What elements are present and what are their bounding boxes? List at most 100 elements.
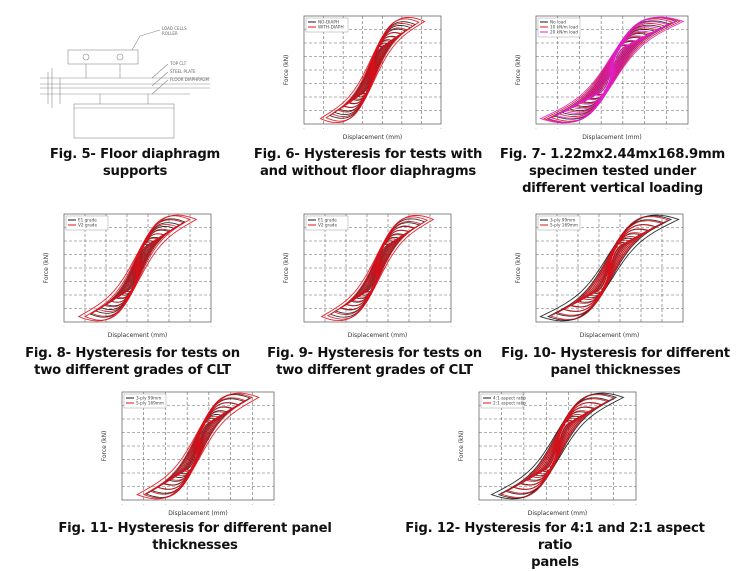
legend-entry: 5-ply 169mm bbox=[136, 401, 164, 406]
fig11-caption: Fig. 11- Hysteresis for different panel … bbox=[50, 520, 340, 554]
x-tick-label: · bbox=[324, 325, 325, 330]
x-axis-label: Displacement (mm) bbox=[108, 332, 168, 339]
legend-entry: 3-ply 99mm bbox=[136, 396, 161, 401]
legend-entry: 4:1 aspect ratio bbox=[493, 396, 526, 401]
legend-entry: 2:1 aspect ratio bbox=[493, 401, 526, 406]
x-tick-label: · bbox=[165, 503, 166, 508]
legend-box bbox=[65, 215, 109, 231]
x-tick-label: · bbox=[429, 325, 430, 330]
legend-box bbox=[123, 393, 167, 409]
x-tick-label: · bbox=[168, 325, 169, 330]
fig6-hysteresis-plot: · · · · · · · ·Displacement (mm)Force (kN)NO-DI… bbox=[283, 15, 442, 141]
caption-line: Fig. 12- Hysteresis for 4:1 and 2:1 aspe… bbox=[405, 521, 705, 553]
x-tick-label: · bbox=[323, 127, 324, 132]
fig12-caption: Fig. 12- Hysteresis for 4:1 and 2:1 aspe… bbox=[390, 520, 720, 571]
x-tick-label: · bbox=[63, 325, 64, 330]
series-1-loops bbox=[136, 392, 260, 500]
hysteresis-loop bbox=[320, 214, 435, 322]
caption-line: Fig. 11- Hysteresis for different panel bbox=[58, 521, 332, 536]
x-tick-label: · bbox=[189, 325, 190, 330]
y-axis-label: Force (kN) bbox=[458, 431, 465, 462]
x-tick-label: · bbox=[619, 325, 620, 330]
caption-line: Fig. 7- 1.22mx2.44mx168.9mm bbox=[499, 147, 726, 162]
caption-line: two different grades of CLT bbox=[276, 363, 473, 378]
legend-entry: NO-DIAPH bbox=[318, 20, 339, 25]
caption-line: and without floor diaphragms bbox=[259, 164, 477, 179]
x-tick-label: · bbox=[682, 325, 683, 330]
legend-entry: V2 grade bbox=[78, 223, 97, 228]
x-tick-label: · bbox=[147, 325, 148, 330]
hysteresis-loop bbox=[319, 16, 426, 124]
x-tick-label: · bbox=[84, 325, 85, 330]
fig8-hysteresis-plot: · · · · · · · ·Displacement (mm)Force (kN)E1 gr… bbox=[43, 213, 212, 339]
legend-entry: 5-ply 169mm bbox=[550, 223, 578, 228]
x-tick-label: · bbox=[105, 325, 106, 330]
fig10-hysteresis-plot: · · · · · · · ·Displacement (mm)Force (kN)3-ply… bbox=[515, 213, 684, 339]
x-tick-label: · bbox=[440, 127, 441, 132]
fig9-caption: Fig. 9- Hysteresis for tests on two diff… bbox=[262, 345, 487, 379]
x-axis-label: Displacement (mm) bbox=[348, 332, 408, 339]
x-tick-label: · bbox=[590, 503, 591, 508]
hysteresis-loop bbox=[84, 215, 191, 321]
x-tick-label: · bbox=[382, 127, 383, 132]
fig8-caption: Fig. 8- Hysteresis for tests on two diff… bbox=[20, 345, 245, 379]
hysteresis-loop bbox=[136, 392, 260, 500]
hysteresis-loop bbox=[142, 393, 254, 499]
series-1-loops bbox=[77, 214, 198, 322]
series-2-loops bbox=[539, 16, 685, 124]
x-tick-label: · bbox=[661, 325, 662, 330]
x-tick-label: · bbox=[143, 503, 144, 508]
x-tick-label: · bbox=[401, 127, 402, 132]
caption-line: panel thicknesses bbox=[550, 363, 681, 378]
x-tick-label: · bbox=[366, 325, 367, 330]
x-axis-label: Displacement (mm) bbox=[343, 134, 403, 141]
caption-line: Fig. 5- Floor diaphragm bbox=[49, 147, 221, 162]
caption-line: two different grades of CLT bbox=[34, 363, 231, 378]
fig7-hysteresis-plot: · · · · · · · ·Displacement (mm)Force (kN)No lo… bbox=[515, 15, 689, 141]
caption-line: specimen tested under bbox=[528, 164, 697, 179]
floor-diaphragm-diagram: LOAD CELLS ROLLER TOP CLT STEEL PLATE FL… bbox=[40, 26, 210, 139]
x-tick-label: · bbox=[568, 503, 569, 508]
legend-entry: 10 kN/m load bbox=[550, 25, 578, 30]
caption-line: Fig. 8- Hysteresis for tests on bbox=[25, 346, 240, 361]
x-tick-label: · bbox=[556, 325, 557, 330]
fig12-hysteresis-plot: · · · · · · · ·Displacement (mm)Force (kN)4:1 a… bbox=[458, 391, 637, 517]
fig9-hysteresis-plot: · · · · · · · ·Displacement (mm)Force (kN)E1 gr… bbox=[283, 213, 452, 339]
x-axis-label: Displacement (mm) bbox=[580, 332, 640, 339]
caption-line: thicknesses bbox=[152, 538, 238, 553]
hysteresis-loop bbox=[490, 392, 625, 500]
x-tick-label: · bbox=[126, 325, 127, 330]
hysteresis-loop bbox=[539, 214, 680, 322]
x-tick-label: · bbox=[613, 503, 614, 508]
legend-entry: 3-ply 99mm bbox=[550, 218, 575, 223]
x-tick-label: · bbox=[478, 503, 479, 508]
fig7-caption: Fig. 7- 1.22mx2.44mx168.9mm specimen tes… bbox=[495, 146, 730, 197]
x-tick-label: · bbox=[362, 127, 363, 132]
diagram-label-1: ROLLER bbox=[162, 31, 178, 36]
diagram-label-3: STEEL PLATE bbox=[170, 69, 196, 74]
fig11-hysteresis-plot: · · · · · · · ·Displacement (mm)Force (kN)3-ply… bbox=[101, 391, 275, 517]
x-tick-label: · bbox=[303, 325, 304, 330]
x-tick-label: · bbox=[252, 503, 253, 508]
legend-box bbox=[537, 215, 581, 231]
x-tick-label: · bbox=[635, 503, 636, 508]
x-tick-label: · bbox=[303, 127, 304, 132]
fig10-caption: Fig. 10- Hysteresis for different panel … bbox=[498, 345, 733, 379]
caption-line: panels bbox=[531, 555, 579, 570]
legend-box bbox=[480, 393, 524, 409]
y-axis-label: Force (kN) bbox=[515, 253, 522, 284]
x-tick-label: · bbox=[342, 127, 343, 132]
diagram-label-2: TOP CLT bbox=[169, 61, 187, 66]
x-tick-label: · bbox=[408, 325, 409, 330]
x-tick-label: · bbox=[501, 503, 502, 508]
legend-entry: V2 grade bbox=[318, 223, 337, 228]
hysteresis-loop bbox=[547, 17, 677, 123]
x-tick-label: · bbox=[230, 503, 231, 508]
x-tick-label: · bbox=[666, 127, 667, 132]
